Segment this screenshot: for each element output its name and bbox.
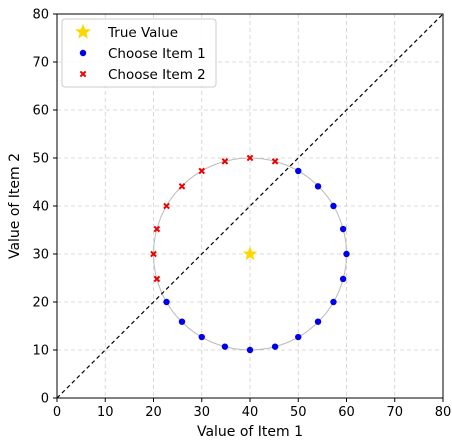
data-point [330,298,337,306]
data-point [221,343,229,350]
y-tick-label: 30 [32,248,49,263]
data-point [221,158,229,165]
legend-marker [75,23,91,39]
x-tick-label: 70 [386,405,403,420]
plot-content [56,13,444,399]
data-point [153,275,161,283]
legend-label: Choose Item 2 [108,67,206,83]
data-point [150,250,157,258]
y-tick-label: 10 [32,344,49,359]
axis-ticks: 0 10 20 30 40 50 60 70 80 0 10 20 30 40 50 60 70 80 [32,8,451,421]
data-point [242,246,258,261]
y-tick-label: 50 [32,152,49,167]
legend-marker [79,70,87,78]
y-tick-label: 40 [32,200,49,215]
x-tick-label: 60 [338,405,355,420]
data-point [163,202,170,210]
x-tick-label: 50 [290,405,307,420]
data-point [295,333,302,341]
data-point [198,333,205,341]
data-point [314,183,322,190]
data-point [271,343,279,350]
y-tick-label: 80 [32,8,49,23]
legend-label: Choose Item 1 [108,46,206,62]
y-axis-label: Value of Item 2 [7,153,23,259]
legend-marker [79,49,87,57]
data-point [246,154,254,162]
data-point [295,167,302,175]
x-tick-label: 20 [145,405,162,420]
legend: True Value Choose Item 1 Choose Item 2 [61,18,217,88]
data-point [314,318,322,325]
legend-label: True Value [107,25,178,41]
data-point [153,225,161,233]
data-point [339,275,347,283]
data-point [271,158,279,165]
data-point [198,167,206,175]
x-tick-label: 80 [435,405,452,420]
y-tick-label: 20 [32,296,49,311]
x-axis-label: Value of Item 1 [197,424,303,440]
data-point [343,250,350,258]
x-tick-label: 40 [242,405,259,420]
x-tick-label: 0 [53,405,61,420]
legend-box [61,18,217,88]
x-tick-label: 10 [97,405,114,420]
data-point [178,318,186,325]
x-tick-label: 30 [193,405,210,420]
y-tick-label: 60 [32,104,49,119]
data-point [178,183,186,190]
y-tick-label: 70 [32,56,49,71]
data-point [246,346,254,354]
data-point [339,225,347,233]
y-tick-label: 0 [41,392,49,407]
data-point [163,298,170,306]
data-point [330,202,337,210]
